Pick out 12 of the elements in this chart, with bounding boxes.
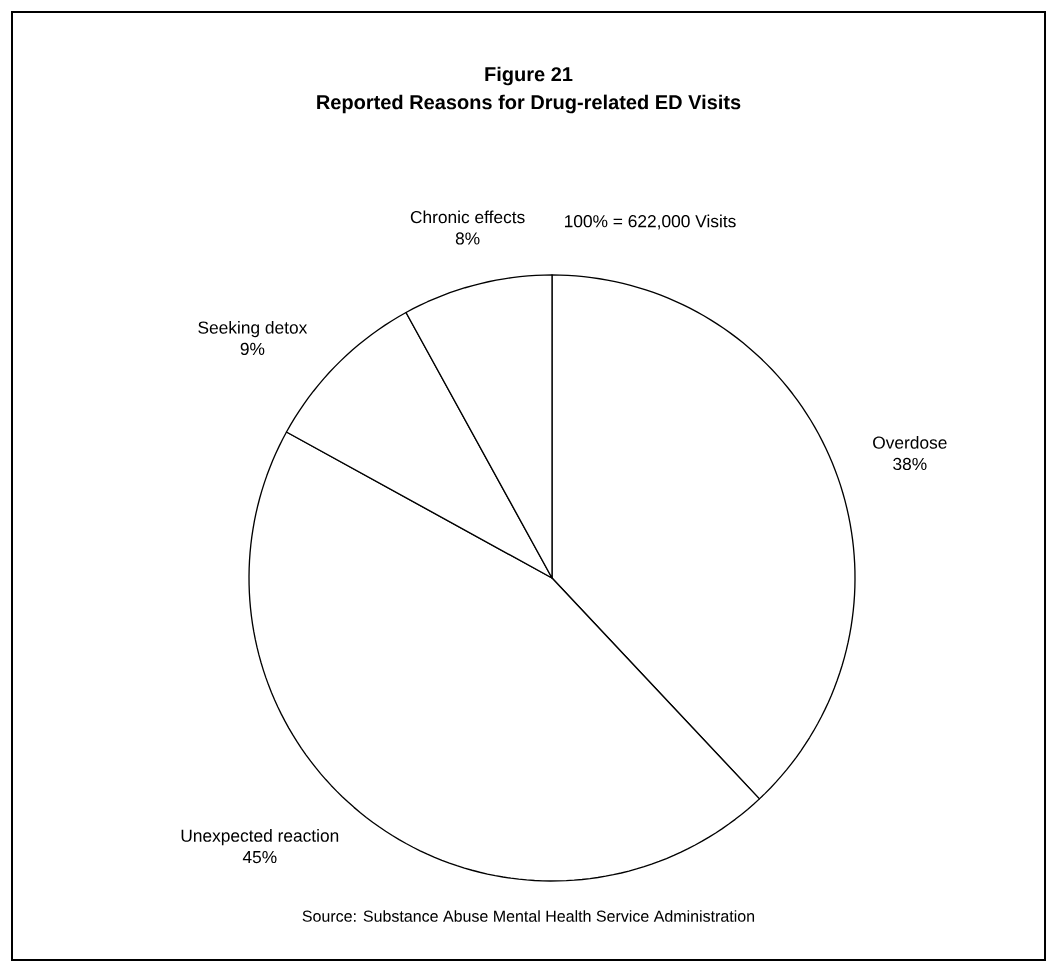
source-note: Source: Substance Abuse Mental Health Service Administration	[302, 910, 755, 922]
slice-label: Overdose	[873, 436, 947, 449]
data-label: 8%	[455, 232, 480, 245]
data-label: 45%	[242, 850, 277, 864]
chart-title: Figure 21	[485, 66, 573, 86]
data-label: 38%	[893, 457, 927, 471]
slice-label: Unexpected reaction	[181, 829, 339, 846]
data-label: 9%	[240, 342, 265, 356]
slice-label: Seeking detox	[198, 320, 308, 338]
slice-label: Chronic effects	[410, 210, 525, 224]
chart-subtitle: Reported Reasons for Drug-related ED Visits	[317, 94, 741, 114]
text: 100% = 622,000 Visits	[565, 214, 736, 230]
